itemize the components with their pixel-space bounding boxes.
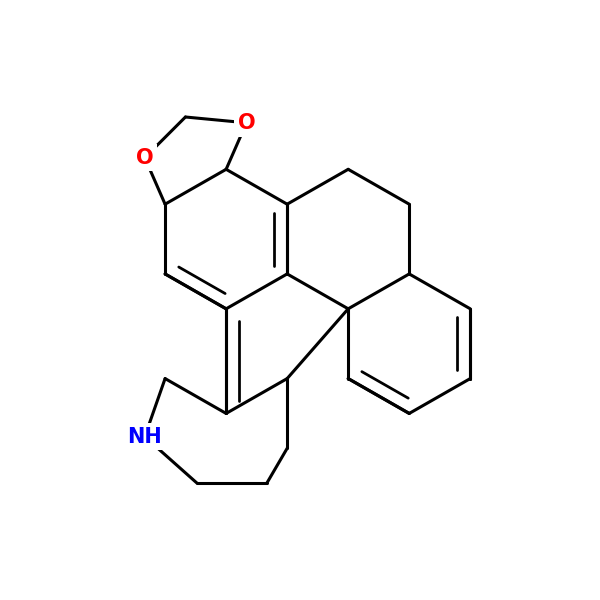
Text: O: O — [238, 113, 255, 133]
Text: O: O — [136, 148, 154, 167]
Text: NH: NH — [127, 427, 162, 446]
